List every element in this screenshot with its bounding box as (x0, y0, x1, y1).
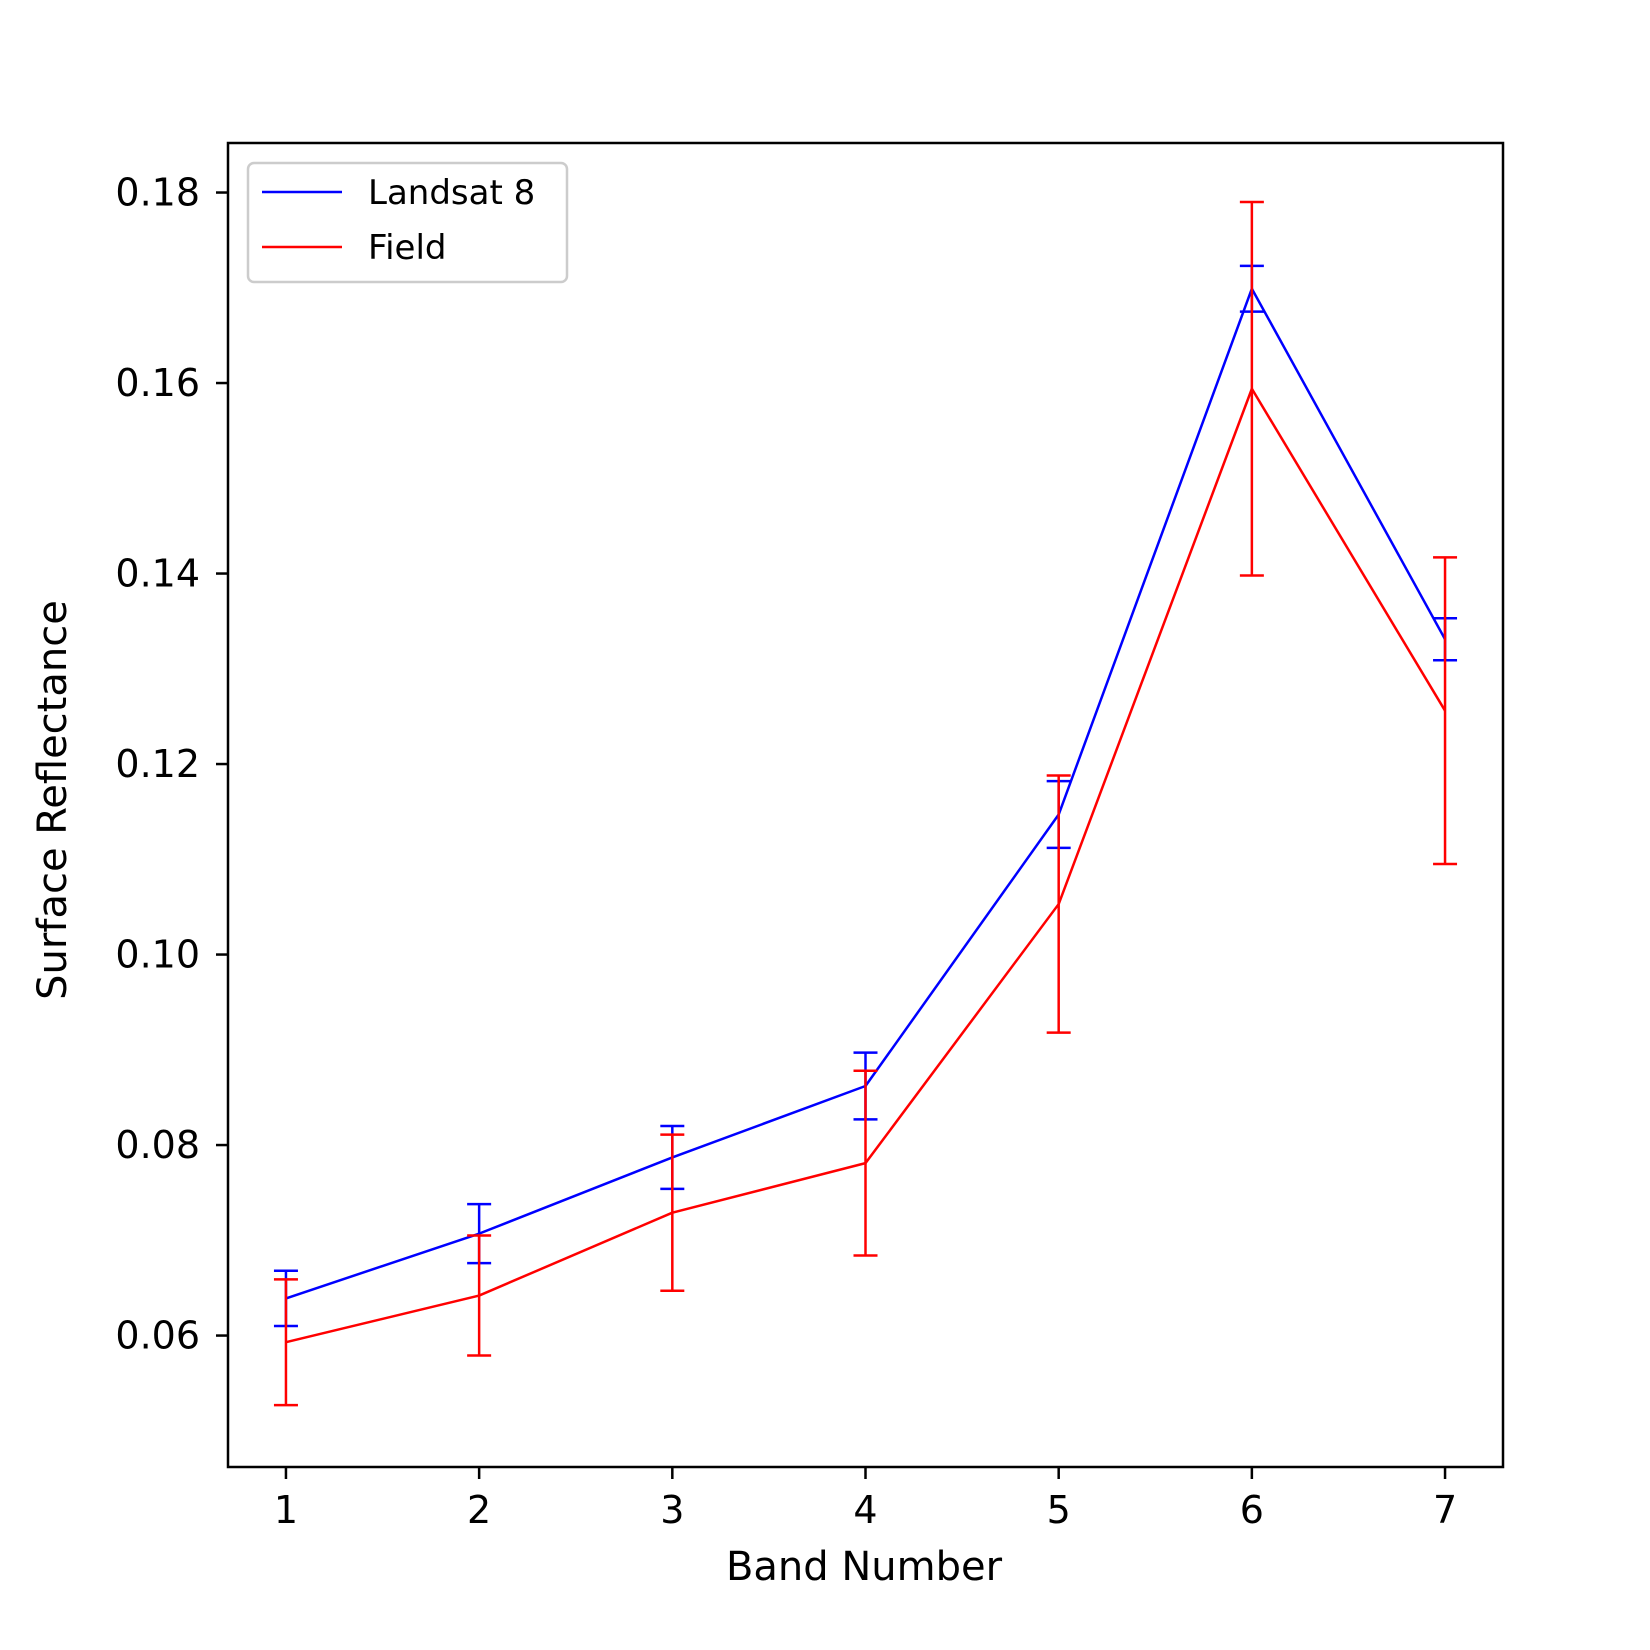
x-axis-ticks: 1 2 3 4 5 6 7 (274, 1467, 1457, 1532)
x-tick-label: 4 (853, 1488, 877, 1532)
x-axis-label: Band Number (726, 1544, 1003, 1590)
series-field (273, 200, 1458, 1407)
x-tick-label: 3 (660, 1488, 684, 1532)
y-tick-label: 0.06 (115, 1314, 200, 1358)
legend: Landsat 8 Field (246, 161, 569, 284)
plot-frame (226, 141, 1505, 1469)
legend-label-field: Field (368, 228, 446, 268)
y-tick-label: 0.12 (115, 742, 200, 786)
x-tick-label: 6 (1240, 1488, 1264, 1532)
x-tick-label: 2 (467, 1488, 491, 1532)
x-tick-label: 5 (1047, 1488, 1071, 1532)
y-tick-label: 0.10 (115, 933, 200, 977)
x-tick-label: 7 (1433, 1488, 1457, 1532)
y-tick-label: 0.18 (115, 171, 200, 215)
y-tick-label: 0.14 (115, 552, 200, 596)
y-axis-ticks: 0.06 0.08 0.10 0.12 0.14 0.16 0.18 (115, 171, 228, 1358)
series-layer (273, 200, 1458, 1407)
y-axis-label: Surface Reflectance (30, 600, 76, 1000)
legend-label-landsat: Landsat 8 (368, 173, 535, 213)
y-tick-label: 0.08 (115, 1123, 200, 1167)
x-tick-label: 1 (274, 1488, 298, 1532)
y-tick-label: 0.16 (115, 361, 200, 405)
